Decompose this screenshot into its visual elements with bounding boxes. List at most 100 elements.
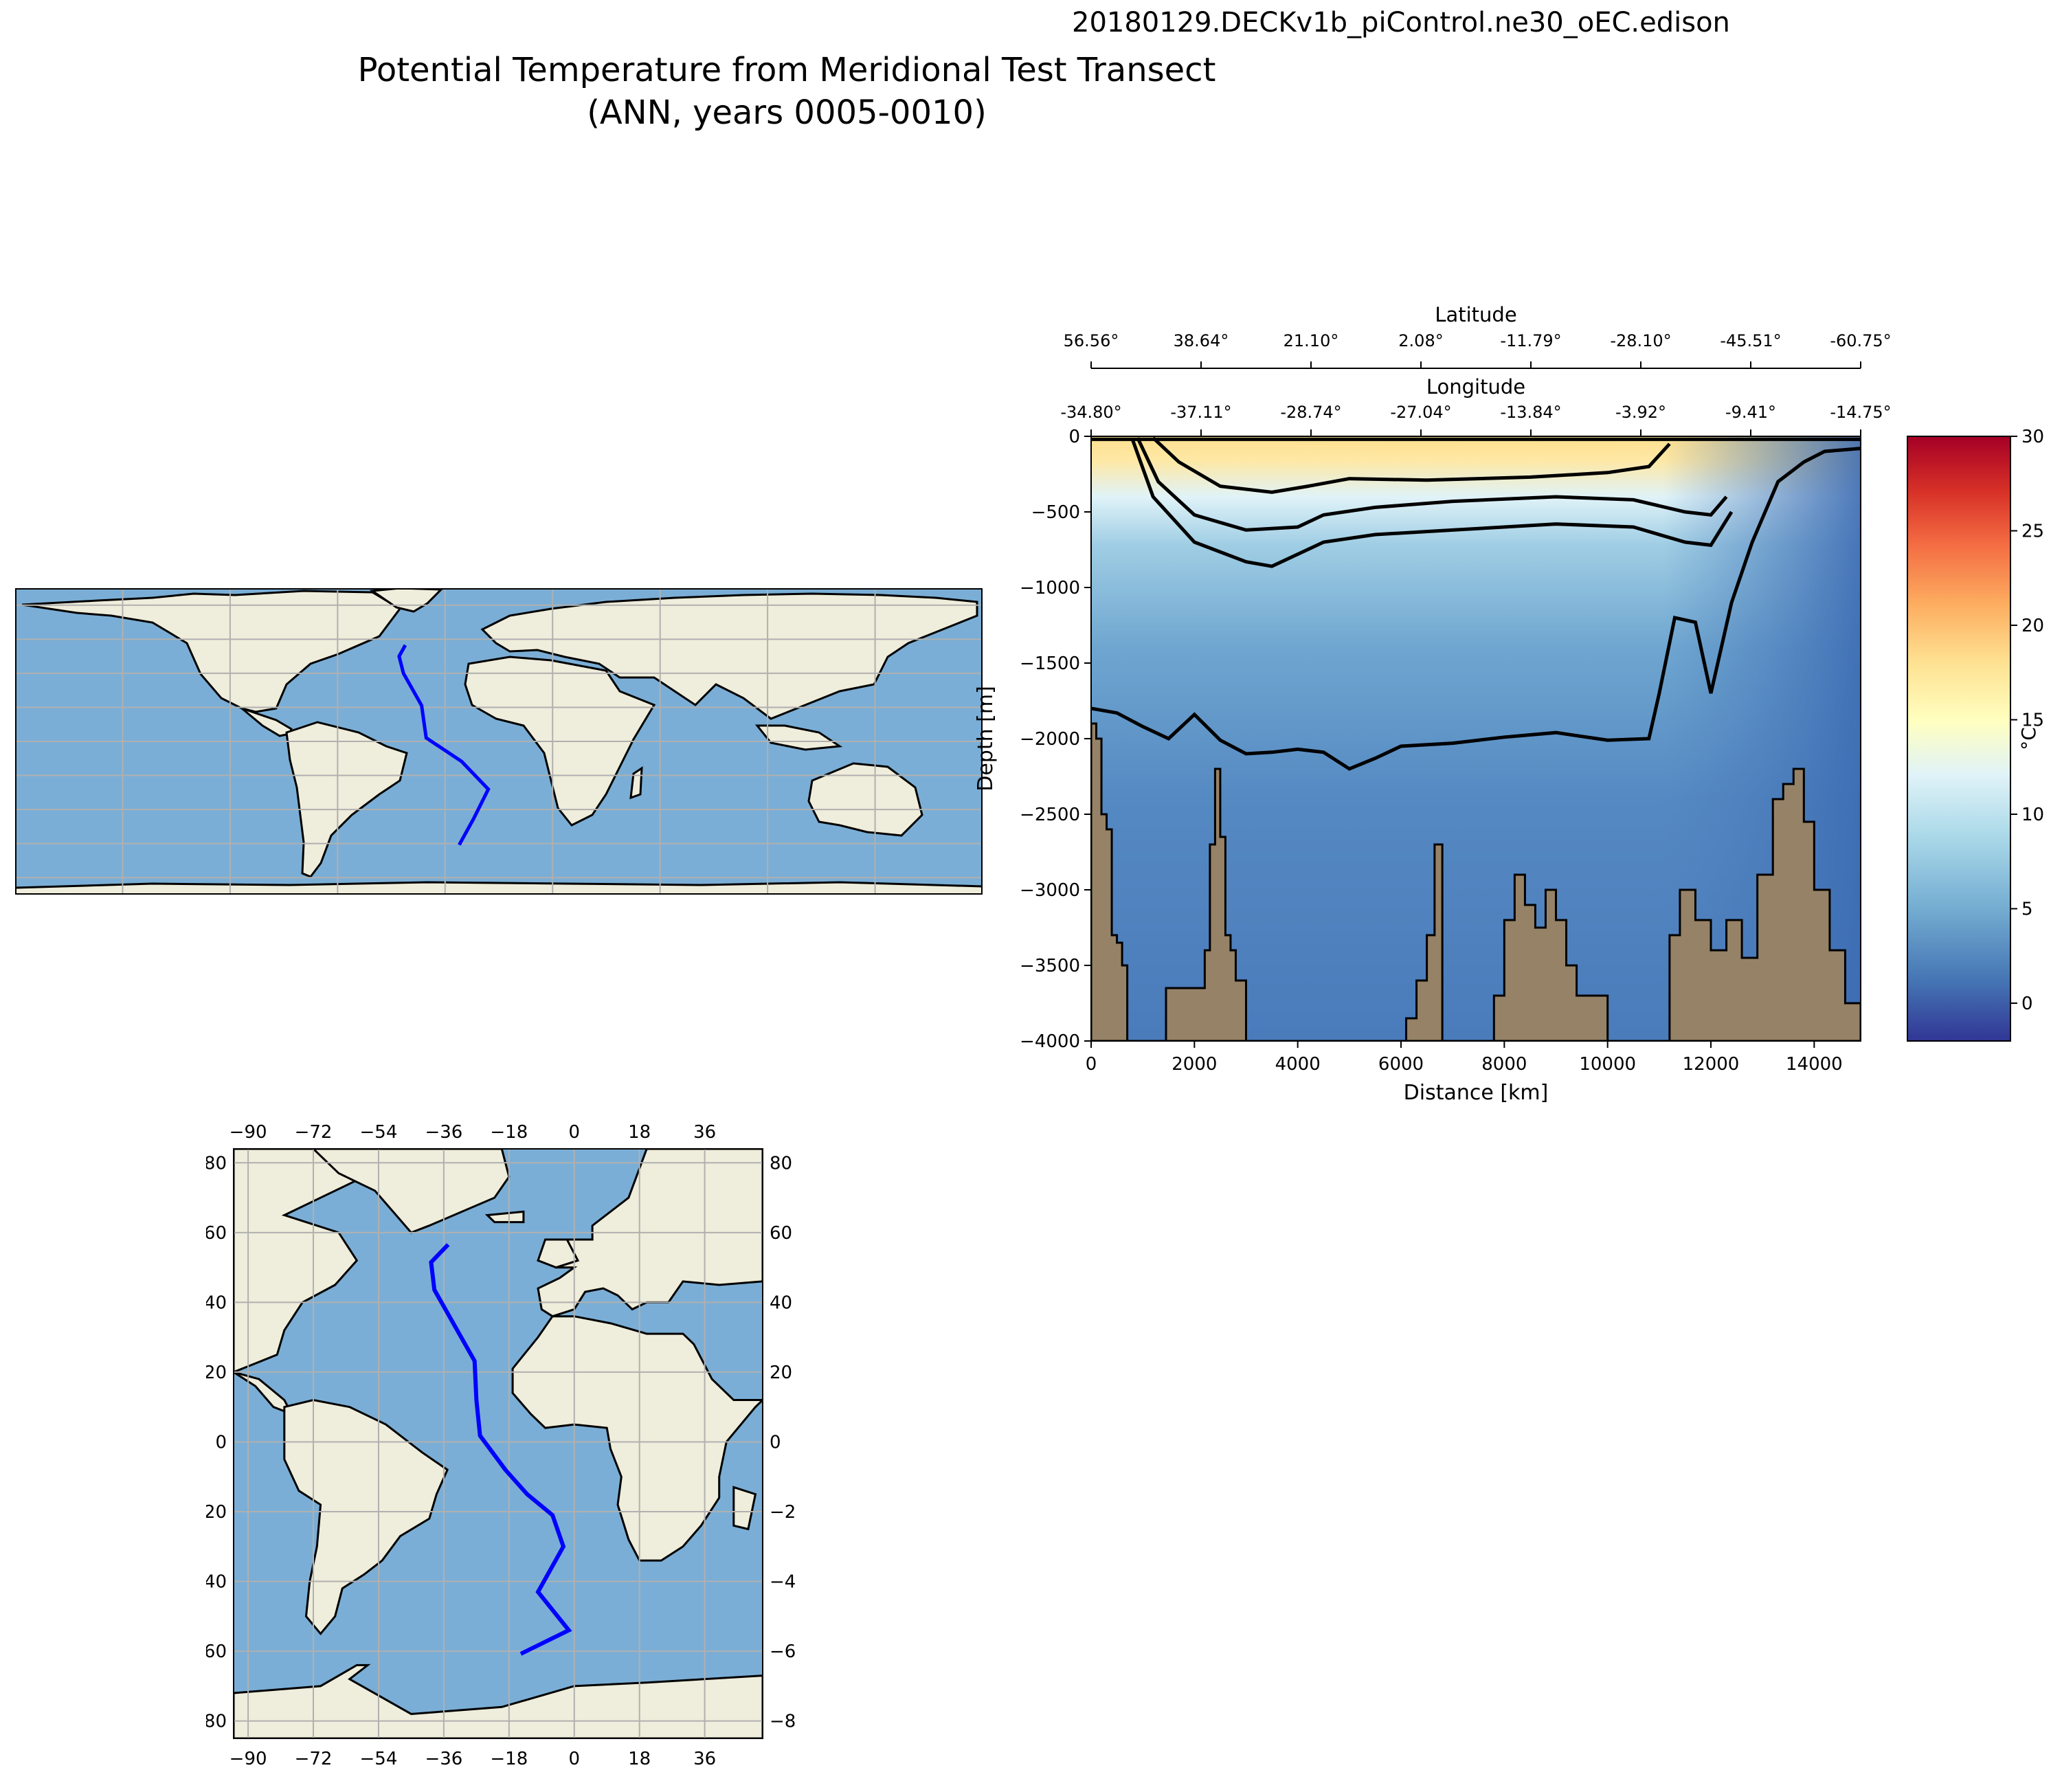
global-map (15, 588, 983, 895)
x-tick-label: 2000 (1172, 1054, 1217, 1075)
regional-gridlines (234, 1149, 763, 1738)
x-tick-label: 4000 (1275, 1054, 1321, 1075)
regional-left-tick-label: −40 (206, 1572, 227, 1593)
y-tick-labels: 0 −500 −1000 −1500 −2000 −2500 −3000 −3500 −4000 (1020, 427, 1091, 1052)
regional-right-tick-label: 60 (770, 1223, 792, 1244)
secondary-tick-label: -13.84° (1500, 403, 1561, 422)
regional-top-tick-label: −72 (295, 1122, 333, 1143)
latitude-tick-labels: 56.56° 38.64° 21.10° 2.08° -11.79° -28.10° -45… (1064, 331, 1892, 368)
secondary-tick-label: 21.10° (1284, 331, 1339, 350)
y-tick-label: −4000 (1020, 1031, 1080, 1052)
land-polygon (537, 1238, 580, 1269)
secondary-tick-label: 2.08° (1398, 331, 1443, 350)
y-tick-label: 0 (1068, 427, 1080, 447)
land-polygon (732, 1486, 757, 1531)
regional-bottom-tick-label: −72 (295, 1749, 333, 1769)
x-tick-label: 8000 (1481, 1054, 1527, 1075)
secondary-tick-label: -3.92° (1615, 403, 1666, 422)
regional-map: −90 −90 −72 −72 −54 −54 −36 −36 −18 −18 0 0 18 18 36 36… (206, 1122, 797, 1769)
x-tick-label: 6000 (1378, 1054, 1424, 1075)
regional-bottom-tick-label: 18 (628, 1749, 651, 1769)
secondary-tick-label: -11.79° (1500, 331, 1561, 350)
secondary-tick-label: -28.74° (1280, 403, 1341, 422)
colorbar-tick-label: 10 (2021, 805, 2044, 825)
regional-top-tick-label: −54 (360, 1122, 398, 1143)
secondary-tick-label: -9.41° (1725, 403, 1776, 422)
regional-right-tick-label: −20 (770, 1502, 797, 1523)
colorbar-tick-label: 5 (2021, 899, 2033, 920)
y-tick-label: −3500 (1020, 956, 1080, 976)
y-tick-label: −2500 (1020, 805, 1080, 825)
secondary-tick-label: -60.75° (1830, 331, 1891, 350)
contour-lines (1091, 436, 1861, 771)
secondary-tick-label: -34.80° (1060, 403, 1121, 422)
y-tick-label: −1500 (1020, 653, 1080, 674)
regional-top-tick-label: 18 (628, 1122, 651, 1143)
colorbar-tick-label: 30 (2021, 427, 2044, 447)
colorbar-tick-label: 15 (2021, 710, 2044, 731)
regional-bottom-tick-label: −54 (360, 1749, 398, 1769)
regional-transect-line (429, 1243, 572, 1656)
x-tick-label: 14000 (1786, 1054, 1843, 1075)
contour-deep (1091, 447, 1861, 771)
regional-left-tick-label: 0 (215, 1432, 227, 1453)
contour-thermocline (1130, 438, 1734, 568)
regional-top-tick-label: −18 (490, 1122, 528, 1143)
global-land (15, 588, 983, 895)
colorbar-tick-label: 20 (2021, 616, 2044, 636)
land-polygon (484, 1210, 525, 1224)
colorbar-label: °C (2017, 727, 2040, 750)
regional-right-tick-label: 80 (770, 1153, 792, 1174)
longitude-tick-labels: -34.80° -37.11° -28.74° -27.04° -13.84° -3.92… (1060, 403, 1892, 436)
regional-bottom-tick-label: −90 (229, 1749, 267, 1769)
x-tick-label: 0 (1086, 1054, 1097, 1075)
regional-left-tick-label: 80 (206, 1153, 227, 1174)
regional-right-tick-label: −40 (770, 1572, 797, 1593)
regional-tick-labels: −90 −90 −72 −72 −54 −54 −36 −36 −18 −18 0 0 18 18 36 36… (206, 1122, 797, 1769)
regional-right-tick-label: 20 (770, 1363, 792, 1383)
regional-top-tick-label: −36 (425, 1122, 462, 1143)
bathymetry (1091, 722, 1861, 1041)
x-tick-labels: 0 2000 4000 6000 8000 10000 12000 14000 (1086, 1041, 1843, 1075)
y-tick-label: −2000 (1020, 729, 1080, 750)
regional-bottom-tick-label: 0 (568, 1749, 580, 1769)
regional-right-tick-label: 40 (770, 1292, 792, 1313)
regional-left-tick-label: −20 (206, 1502, 227, 1523)
secondary-tick-label: -45.51° (1720, 331, 1781, 350)
latitude-axis-label: Latitude (1435, 303, 1516, 326)
x-tick-label: 12000 (1683, 1054, 1740, 1075)
regional-left-tick-label: 40 (206, 1292, 227, 1313)
transect-plot: Latitude 56.56° 38.64° 21.10° 2.08° -11.79° -… (976, 303, 2044, 1105)
colorbar-tick-label: 0 (2021, 994, 2033, 1014)
colorbar-tick-labels: 0 5 10 15 20 25 30 (2010, 427, 2044, 1014)
y-axis-label: Depth [m] (976, 686, 998, 792)
land-polygon (511, 1315, 763, 1562)
figure-subtitle: (ANN, years 0005-0010) (587, 93, 987, 132)
global-gridlines (15, 588, 983, 895)
regional-right-tick-label: 0 (770, 1432, 781, 1453)
longitude-axis-label: Longitude (1426, 375, 1525, 399)
regional-bottom-tick-label: 36 (693, 1749, 716, 1769)
secondary-tick-label: -14.75° (1830, 403, 1891, 422)
regional-top-tick-label: 0 (568, 1122, 580, 1143)
regional-top-tick-label: −90 (229, 1122, 267, 1143)
colorbar-tick-label: 25 (2021, 522, 2044, 542)
regional-left-tick-label: 60 (206, 1223, 227, 1244)
x-tick-label: 10000 (1579, 1054, 1636, 1075)
run-name: 20180129.DECKv1b_piControl.ne30_oEC.edis… (1072, 7, 1730, 38)
regional-right-tick-label: −80 (770, 1712, 797, 1732)
regional-bottom-tick-label: −18 (490, 1749, 528, 1769)
regional-right-tick-label: −60 (770, 1642, 797, 1662)
regional-left-tick-label: −60 (206, 1642, 227, 1662)
regional-top-tick-label: 36 (693, 1122, 716, 1143)
secondary-tick-label: 56.56° (1064, 331, 1119, 350)
regional-left-tick-label: −80 (206, 1712, 227, 1732)
y-tick-label: −1000 (1020, 578, 1080, 598)
secondary-tick-label: -28.10° (1610, 331, 1671, 350)
global-transect-line (397, 644, 491, 846)
secondary-tick-label: 38.64° (1174, 331, 1229, 350)
regional-left-tick-label: 20 (206, 1363, 227, 1383)
contour-surface (1152, 436, 1671, 494)
secondary-tick-label: -37.11° (1170, 403, 1231, 422)
figure-title: Potential Temperature from Meridional Te… (357, 51, 1216, 89)
